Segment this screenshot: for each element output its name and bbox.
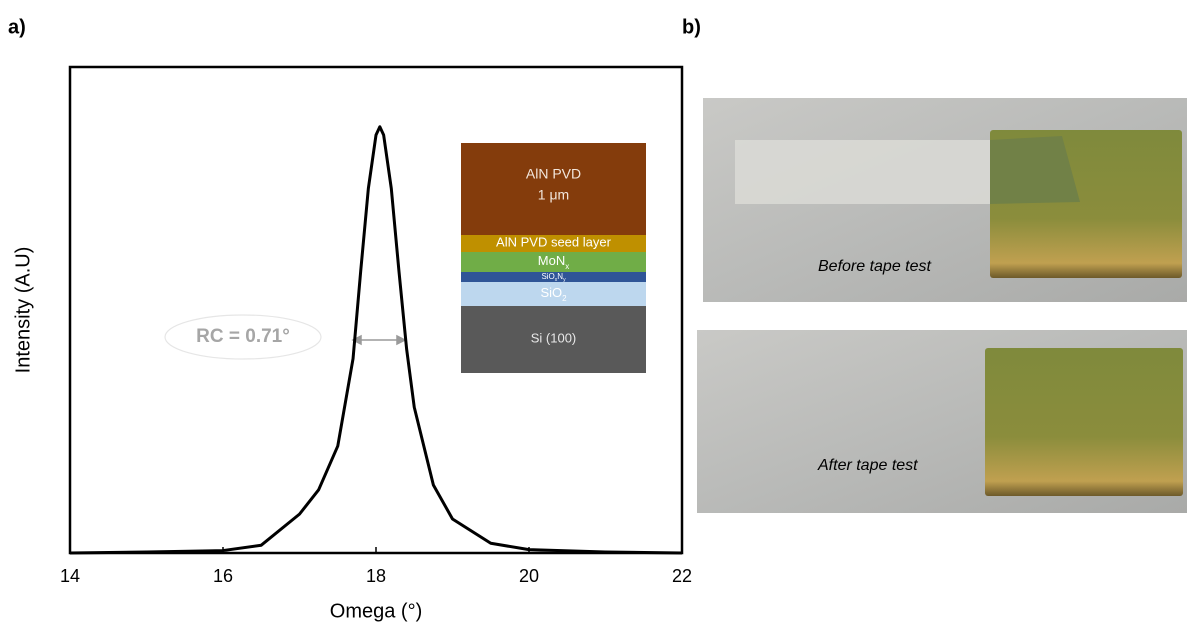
label-part: x [555,277,558,283]
layer [461,272,646,282]
panel-label: b) [682,16,701,38]
layer [461,143,646,235]
layer-label: AlN PVD [526,165,581,181]
layer [461,252,646,272]
label-part: N [557,272,563,281]
label-part: 1 μm [538,186,569,202]
label-part: AlN PVD seed layer [496,235,612,250]
fwhm-arrow [351,334,407,346]
x-tick-label: 14 [60,566,80,586]
label-part: y [563,277,566,283]
label-part: x [565,262,569,271]
photo-caption: Before tape test [818,258,932,275]
x-tick-label: 16 [213,566,233,586]
annotation: RC = 0.71° [196,326,290,347]
panel-label: a) [8,16,26,38]
label-part: Si (100) [531,331,577,346]
layer [461,306,646,373]
photo [697,330,1187,513]
photo-caption: After tape test [817,457,918,474]
line [69,125,683,555]
y-axis-title: Intensity (A.U) [12,247,34,374]
layer [461,282,646,306]
layer-label: SiOxNy [541,272,566,283]
label-part: MoN [538,253,565,268]
label-part: SiO [540,285,562,300]
layer-label: MoNx [538,253,569,270]
layer-label: AlN PVD seed layer [496,235,612,250]
layer-label: Si (100) [531,331,577,346]
x-axis-title: Omega (°) [330,600,422,622]
label-part: 2 [562,294,567,303]
x-tick-label: 22 [672,566,692,586]
layer-label: 1 μm [538,186,569,202]
photo [703,98,1187,302]
layer [461,235,646,252]
x-tick-label: 18 [366,566,386,586]
label-part: AlN PVD [526,165,581,181]
annotation-outline [164,314,322,360]
label-part: SiO [541,272,554,281]
layer-label: SiO2 [540,285,567,302]
x-tick-label: 20 [519,566,539,586]
